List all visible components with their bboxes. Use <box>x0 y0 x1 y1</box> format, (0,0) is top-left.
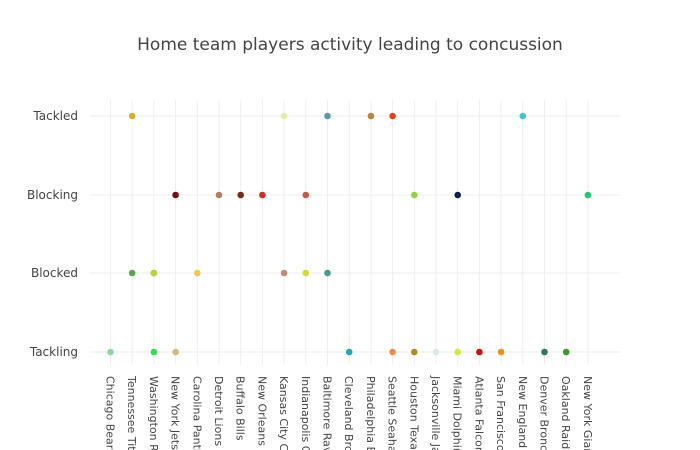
data-point[interactable] <box>411 191 418 199</box>
data-point[interactable] <box>367 112 375 120</box>
y-tick-label: Blocking <box>27 188 78 202</box>
data-point[interactable] <box>215 191 223 199</box>
x-tick-label: New England Patriots <box>516 376 529 450</box>
x-tick-label: Washington Redskins <box>147 376 160 450</box>
x-tick-label: Kansas City Chiefs <box>277 376 290 450</box>
data-point[interactable] <box>454 348 462 356</box>
x-tick-label: San Francisco 49ers <box>494 376 507 450</box>
x-tick-label: Houston Texans <box>407 376 420 450</box>
data-point[interactable] <box>432 348 440 356</box>
x-tick-label: Denver Broncos <box>538 376 551 450</box>
data-point[interactable] <box>302 269 310 277</box>
data-point[interactable] <box>324 112 331 120</box>
y-tick-label: Tackled <box>32 109 78 123</box>
x-tick-label: New Orleans Saints <box>255 376 268 450</box>
data-point[interactable] <box>389 348 396 356</box>
data-point[interactable] <box>454 191 462 199</box>
x-tick-label: Jacksonville Jaguars <box>429 375 442 450</box>
x-axis-ticks: Chicago Bears Tennessee Titans Washington … <box>104 375 594 450</box>
data-point[interactable] <box>172 191 179 199</box>
x-tick-label: Philadelphia Eagles <box>364 376 377 450</box>
y-tick-label: Blocked <box>31 266 78 280</box>
data-point[interactable] <box>345 348 353 356</box>
x-tick-label: Indianapolis Colts <box>299 376 312 450</box>
data-point[interactable] <box>324 269 331 277</box>
x-tick-label: Carolina Panthers <box>190 376 203 450</box>
data-point[interactable] <box>107 348 114 356</box>
x-tick-label: Atlanta Falcons <box>472 376 485 450</box>
x-tick-label: New York Giants <box>581 376 594 450</box>
data-point[interactable] <box>497 348 505 356</box>
data-point[interactable] <box>172 348 179 356</box>
data-point[interactable] <box>150 269 158 277</box>
data-point[interactable] <box>128 269 136 277</box>
x-tick-label: Buffalo Bills <box>234 376 247 441</box>
x-tick-label: Detroit Lions <box>212 376 225 446</box>
data-point[interactable] <box>237 191 244 199</box>
x-tick-label: New York Jets <box>169 376 182 450</box>
grid-lines <box>90 100 620 365</box>
data-point[interactable] <box>562 348 570 356</box>
x-tick-label: Tennessee Titans <box>125 375 138 450</box>
data-point[interactable] <box>259 191 266 199</box>
data-point[interactable] <box>280 269 288 277</box>
data-point[interactable] <box>541 348 548 356</box>
data-point[interactable] <box>150 348 158 356</box>
data-point[interactable] <box>584 191 592 199</box>
chart-title: Home team players activity leading to co… <box>137 35 563 55</box>
y-axis-ticks: Tackling Blocked Blocking Tackled <box>27 109 78 359</box>
data-point[interactable] <box>302 191 310 199</box>
x-tick-label: Miami Dolphins <box>451 376 464 450</box>
x-tick-label: Cleveland Browns <box>342 376 355 450</box>
data-point[interactable] <box>519 112 527 120</box>
data-point[interactable] <box>280 112 288 120</box>
data-point[interactable] <box>389 112 396 120</box>
data-point[interactable] <box>476 348 483 356</box>
x-tick-label: Seattle Seahawks <box>386 376 399 450</box>
data-point[interactable] <box>194 269 201 277</box>
data-points <box>107 112 592 356</box>
x-tick-label: Chicago Bears <box>104 376 117 450</box>
x-tick-label: Baltimore Ravens <box>321 376 334 450</box>
data-point[interactable] <box>128 112 136 120</box>
y-tick-label: Tackling <box>29 345 78 359</box>
x-tick-label: Oakland Raiders <box>559 376 572 450</box>
data-point[interactable] <box>411 348 418 356</box>
